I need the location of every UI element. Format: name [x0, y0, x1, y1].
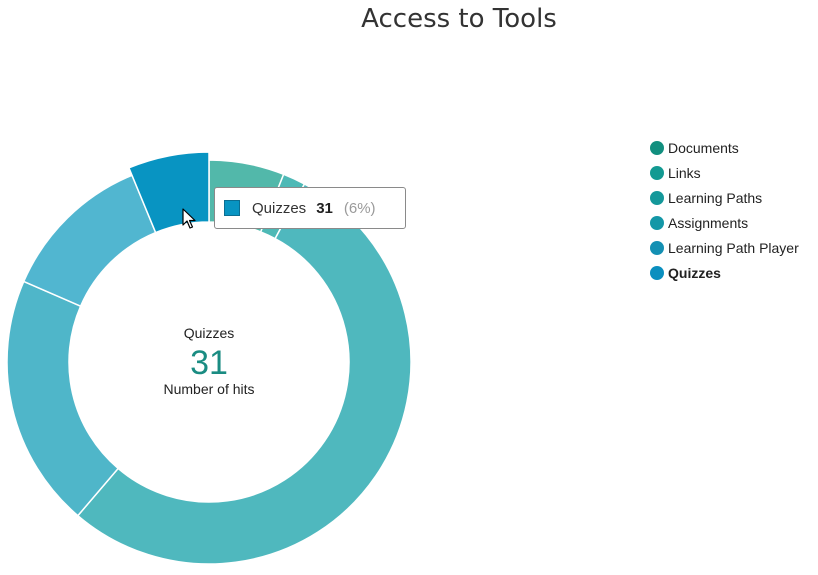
center-caption: Number of hits	[163, 381, 255, 397]
donut-slice-learning-path-player[interactable]	[22, 174, 157, 308]
tooltip-value: 31	[316, 199, 333, 217]
donut-slice-learning-paths[interactable]	[76, 182, 412, 565]
donut-slice-assignments[interactable]	[6, 280, 120, 517]
legend-item-assignments[interactable]: Assignments	[650, 210, 799, 235]
tooltip-label: Quizzes	[252, 199, 307, 217]
mouse-pointer-icon	[182, 208, 196, 229]
chart-tooltip: Quizzes 31 (6%)	[214, 187, 406, 229]
legend-dot-icon	[650, 165, 664, 180]
chart-legend: Documents Links Learning Paths Assignmen…	[650, 135, 799, 285]
legend-dot-icon	[650, 265, 664, 280]
center-category-label: Quizzes	[183, 325, 235, 341]
tooltip-swatch	[224, 200, 240, 216]
legend-dot-icon	[650, 190, 664, 205]
legend-item-quizzes[interactable]: Quizzes	[650, 260, 799, 285]
center-value: 31	[190, 344, 228, 382]
chart-title: Access to Tools	[361, 4, 557, 34]
legend-label: Links	[668, 164, 701, 181]
legend-label: Quizzes	[668, 264, 721, 281]
donut-slice-quizzes[interactable]	[127, 151, 210, 234]
legend-dot-icon	[650, 240, 664, 255]
legend-label: Learning Path Player	[668, 239, 799, 256]
legend-label: Documents	[668, 139, 739, 156]
legend-label: Learning Paths	[668, 189, 763, 206]
tooltip-percent: (6%)	[343, 199, 376, 217]
legend-dot-icon	[650, 140, 664, 155]
legend-dot-icon	[650, 215, 664, 230]
legend-item-links[interactable]: Links	[650, 160, 799, 185]
legend-item-documents[interactable]: Documents	[650, 135, 799, 160]
legend-label: Assignments	[668, 214, 749, 231]
legend-item-learning-path-player[interactable]: Learning Path Player	[650, 235, 799, 260]
legend-item-learning-paths[interactable]: Learning Paths	[650, 185, 799, 210]
